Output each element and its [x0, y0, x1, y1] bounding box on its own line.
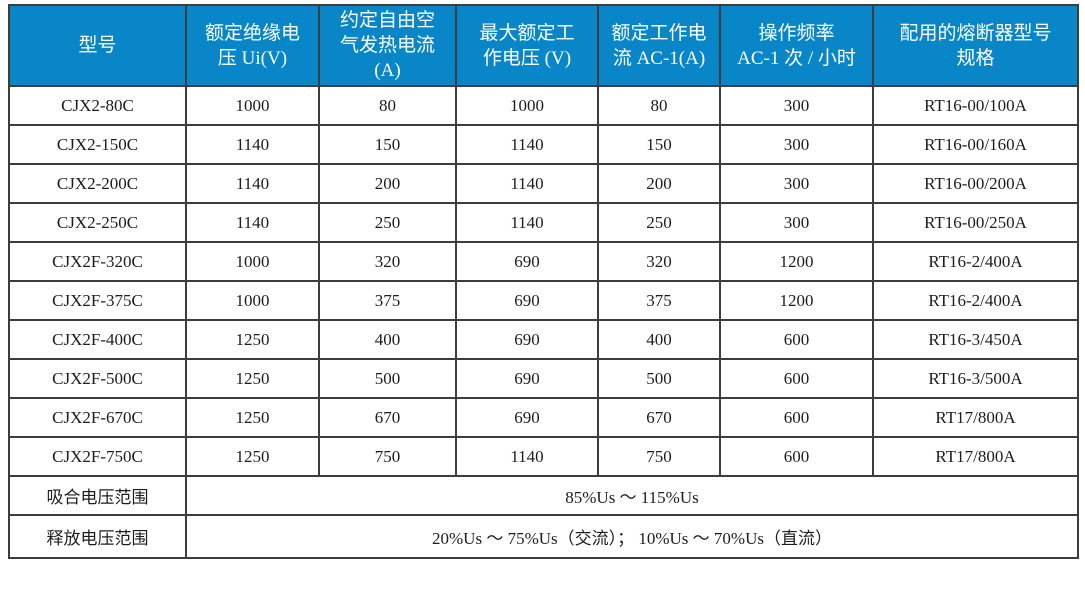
table-row: CJX2-80C 1000 80 1000 80 300 RT16-00/100A	[8, 85, 1079, 127]
value-cell: 400	[597, 319, 721, 361]
value-cell: 690	[455, 241, 599, 283]
value-cell: 500	[318, 358, 457, 400]
value-cell: RT16-2/400A	[872, 241, 1079, 283]
value-cell: 690	[455, 358, 599, 400]
value-cell: 1140	[185, 124, 320, 166]
table-footer: 吸合电压范围 85%Us ～ 115%Us 释放电压范围 20%Us ～ 75%…	[8, 475, 1079, 560]
value-cell: 150	[597, 124, 721, 166]
value-cell: 375	[597, 280, 721, 322]
value-cell: RT16-3/500A	[872, 358, 1079, 400]
table-row: CJX2F-500C 1250 500 690 500 600 RT16-3/500A	[8, 358, 1079, 400]
table-row: CJX2F-320C 1000 320 690 320 1200 RT16-2/400A	[8, 241, 1079, 283]
value-cell: 600	[719, 397, 874, 439]
col-header-max-rated-operational-voltage: 最大额定工 作电压 (V)	[455, 3, 599, 88]
value-cell: 320	[597, 241, 721, 283]
value-cell: RT16-00/160A	[872, 124, 1079, 166]
value-cell: 500	[597, 358, 721, 400]
value-cell: 1250	[185, 319, 320, 361]
value-cell: 1140	[185, 202, 320, 244]
col-header-model: 型号	[8, 3, 187, 88]
value-cell: 750	[597, 436, 721, 478]
value-cell: 1000	[185, 280, 320, 322]
value-cell: 80	[318, 85, 457, 127]
value-cell: 1140	[455, 124, 599, 166]
table-row: CJX2-150C 1140 150 1140 150 300 RT16-00/160A	[8, 124, 1079, 166]
table-row: CJX2-250C 1140 250 1140 250 300 RT16-00/250A	[8, 202, 1079, 244]
value-cell: 1250	[185, 397, 320, 439]
value-cell: 300	[719, 124, 874, 166]
value-cell: 670	[597, 397, 721, 439]
model-cell: CJX2-200C	[8, 163, 187, 205]
value-cell: 690	[455, 397, 599, 439]
value-cell: 600	[719, 436, 874, 478]
model-cell: CJX2F-500C	[8, 358, 187, 400]
table-row-pickup-voltage-range: 吸合电压范围 85%Us ～ 115%Us	[8, 475, 1079, 517]
value-cell: 250	[318, 202, 457, 244]
model-cell: CJX2-150C	[8, 124, 187, 166]
col-header-conventional-free-air-thermal-current: 约定自由空 气发热电流 (A)	[318, 3, 457, 88]
table-row: CJX2F-670C 1250 670 690 670 600 RT17/800A	[8, 397, 1079, 439]
value-cell: 670	[318, 397, 457, 439]
value-cell: RT17/800A	[872, 397, 1079, 439]
value-cell: 1250	[185, 358, 320, 400]
value-cell: 690	[455, 280, 599, 322]
table-row: CJX2F-400C 1250 400 690 400 600 RT16-3/450A	[8, 319, 1079, 361]
value-cell: 1000	[185, 241, 320, 283]
value-cell: 80	[597, 85, 721, 127]
value-cell: 400	[318, 319, 457, 361]
model-cell: CJX2F-670C	[8, 397, 187, 439]
value-cell: 300	[719, 202, 874, 244]
value-cell: RT16-00/100A	[872, 85, 1079, 127]
value-cell: 1200	[719, 241, 874, 283]
value-cell: 1200	[719, 280, 874, 322]
value-cell: 375	[318, 280, 457, 322]
col-header-rated-operational-current-ac1: 额定工作电 流 AC-1(A)	[597, 3, 721, 88]
value-cell: RT17/800A	[872, 436, 1079, 478]
value-cell: 1000	[455, 85, 599, 127]
page: 型号 额定绝缘电 压 Ui(V) 约定自由空 气发热电流 (A) 最大额定工 作…	[8, 3, 1079, 560]
value-cell: 320	[318, 241, 457, 283]
value-cell: RT16-00/200A	[872, 163, 1079, 205]
value-cell: 1140	[185, 163, 320, 205]
value-cell: 1140	[455, 163, 599, 205]
model-cell: CJX2F-750C	[8, 436, 187, 478]
table-row: CJX2F-375C 1000 375 690 375 1200 RT16-2/400A	[8, 280, 1079, 322]
value-cell: RT16-00/250A	[872, 202, 1079, 244]
release-voltage-range-value: 20%Us ～ 75%Us（交流）； 10%Us ～ 70%Us（直流）	[185, 514, 1079, 560]
value-cell: 300	[719, 163, 874, 205]
contactor-spec-table: 型号 额定绝缘电 压 Ui(V) 约定自由空 气发热电流 (A) 最大额定工 作…	[8, 3, 1079, 560]
value-cell: 250	[597, 202, 721, 244]
table-row-release-voltage-range: 释放电压范围 20%Us ～ 75%Us（交流）； 10%Us ～ 70%Us（…	[8, 514, 1079, 560]
model-cell: CJX2F-320C	[8, 241, 187, 283]
col-header-rated-insulation-voltage: 额定绝缘电 压 Ui(V)	[185, 3, 320, 88]
col-header-matching-fuse-model: 配用的熔断器型号 规格	[872, 3, 1079, 88]
value-cell: 200	[318, 163, 457, 205]
value-cell: RT16-3/450A	[872, 319, 1079, 361]
col-header-operating-frequency: 操作频率 AC-1 次 / 小时	[719, 3, 874, 88]
value-cell: 750	[318, 436, 457, 478]
value-cell: 200	[597, 163, 721, 205]
value-cell: 300	[719, 85, 874, 127]
value-cell: 1140	[455, 436, 599, 478]
value-cell: 600	[719, 319, 874, 361]
table-row: CJX2F-750C 1250 750 1140 750 600 RT17/800A	[8, 436, 1079, 478]
model-cell: CJX2F-400C	[8, 319, 187, 361]
value-cell: 1140	[455, 202, 599, 244]
value-cell: RT16-2/400A	[872, 280, 1079, 322]
release-voltage-range-label: 释放电压范围	[8, 514, 187, 560]
model-cell: CJX2-250C	[8, 202, 187, 244]
pickup-voltage-range-label: 吸合电压范围	[8, 475, 187, 517]
value-cell: 1250	[185, 436, 320, 478]
value-cell: 1000	[185, 85, 320, 127]
value-cell: 690	[455, 319, 599, 361]
model-cell: CJX2-80C	[8, 85, 187, 127]
value-cell: 600	[719, 358, 874, 400]
table-row: CJX2-200C 1140 200 1140 200 300 RT16-00/200A	[8, 163, 1079, 205]
pickup-voltage-range-value: 85%Us ～ 115%Us	[185, 475, 1079, 517]
header-row: 型号 额定绝缘电 压 Ui(V) 约定自由空 气发热电流 (A) 最大额定工 作…	[8, 3, 1079, 88]
table-body: CJX2-80C 1000 80 1000 80 300 RT16-00/100A CJX2-…	[8, 85, 1079, 478]
model-cell: CJX2F-375C	[8, 280, 187, 322]
value-cell: 150	[318, 124, 457, 166]
